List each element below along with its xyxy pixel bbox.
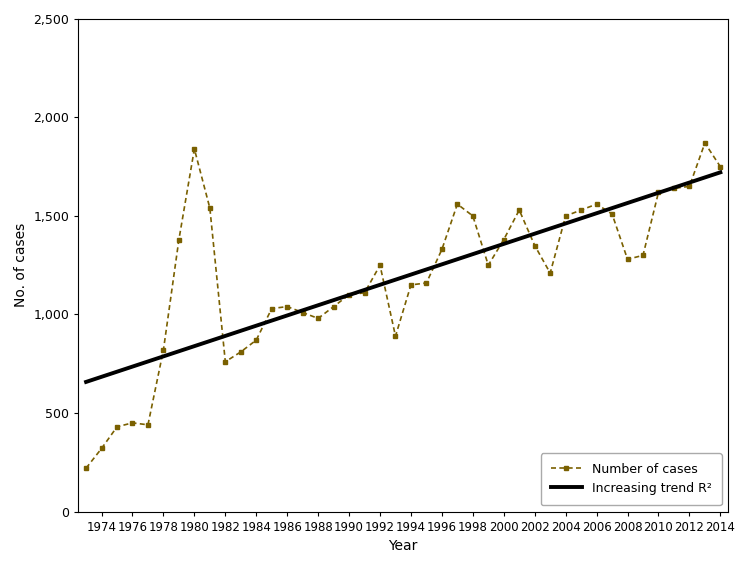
X-axis label: Year: Year [388,539,418,553]
Y-axis label: No. of cases: No. of cases [14,223,28,307]
Legend: Number of cases, Increasing trend R²: Number of cases, Increasing trend R² [541,453,722,505]
